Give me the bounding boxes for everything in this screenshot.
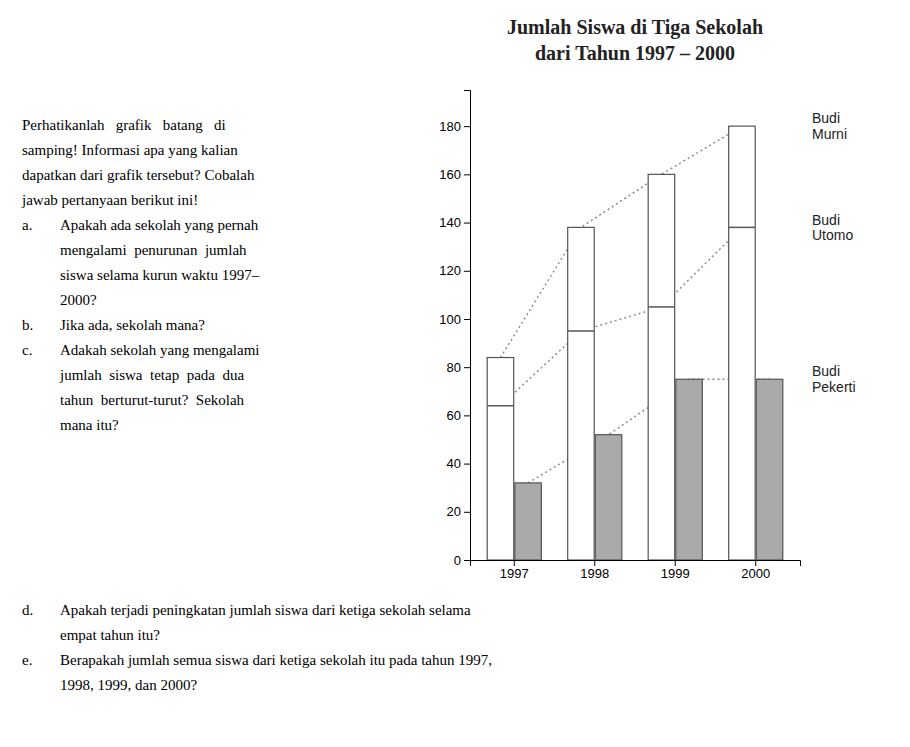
annotation: Apakah ada sekolah yang pernah bbox=[60, 217, 259, 233]
tick-label: 180 bbox=[439, 119, 461, 134]
bar-series bbox=[515, 379, 783, 560]
annotation: Berapakah jumlah semua siswa dari ketiga… bbox=[60, 652, 492, 668]
annotation: Adakah sekolah yang mengalami bbox=[60, 342, 260, 358]
bar bbox=[487, 358, 514, 560]
series-label: BudiUtomo bbox=[812, 212, 853, 243]
tick-label: 160 bbox=[439, 167, 461, 182]
level-series bbox=[487, 227, 755, 405]
annotation: 1998, 1999, dan 2000? bbox=[60, 677, 197, 693]
tick-label: 140 bbox=[439, 215, 461, 230]
tick-mark bbox=[464, 560, 470, 561]
chart: Jumlah Siswa di Tiga Sekolah dari Tahun 1… bbox=[0, 0, 910, 747]
tick: 100 bbox=[439, 312, 470, 327]
tick-label: 20 bbox=[447, 504, 461, 519]
tick-label: 1997 bbox=[500, 566, 529, 581]
tick-label: 120 bbox=[439, 263, 461, 278]
tick: 180 bbox=[439, 119, 470, 134]
x-axis: 1997 1998 1999 2000 bbox=[471, 560, 801, 581]
tick-mark bbox=[464, 464, 470, 465]
annotation: mengalami penurunan jumlah bbox=[60, 242, 247, 258]
tick-mark bbox=[464, 319, 470, 320]
annotation: Jika ada, sekolah mana? bbox=[60, 317, 205, 333]
annotation: siswa selama kurun waktu 1997– bbox=[60, 267, 260, 283]
axis-line bbox=[464, 91, 471, 561]
tick: 80 bbox=[447, 360, 470, 375]
annotation: mana itu? bbox=[60, 417, 119, 433]
annotation: tahun berturut-turut? Sekolah bbox=[60, 392, 245, 408]
tick: 160 bbox=[439, 167, 470, 182]
tick-mark bbox=[464, 174, 470, 175]
annotation-label: d. bbox=[22, 602, 33, 618]
annotation-label: a. bbox=[22, 217, 32, 233]
tick: 20 bbox=[447, 504, 470, 519]
bar bbox=[595, 435, 622, 560]
bar bbox=[756, 379, 783, 560]
tick-mark bbox=[675, 560, 676, 566]
marks bbox=[487, 126, 783, 560]
level-line bbox=[729, 227, 756, 229]
tick-mark bbox=[464, 367, 470, 368]
tick-mark bbox=[594, 560, 595, 566]
tick: 60 bbox=[447, 408, 470, 423]
annotation: Apakah terjadi peningkatan jumlah siswa … bbox=[60, 602, 471, 618]
bar bbox=[648, 174, 675, 560]
annotation: jawab pertanyaan berikut ini! bbox=[21, 192, 198, 208]
annotation: empat tahun itu? bbox=[60, 627, 160, 643]
tick-label: 60 bbox=[447, 408, 461, 423]
bar bbox=[676, 379, 703, 560]
title: Jumlah Siswa di Tiga Sekolah bbox=[507, 16, 763, 39]
tick-mark bbox=[464, 512, 470, 513]
series-label: BudiPekerti bbox=[812, 363, 856, 394]
bar-series bbox=[487, 126, 755, 560]
annotation: 2000? bbox=[60, 292, 97, 308]
y-axis: 0 20 40 60 80 100 120 140 160 180 bbox=[439, 91, 470, 568]
bar bbox=[568, 227, 595, 560]
tick: 0 bbox=[454, 553, 470, 568]
tick: 2000 bbox=[741, 560, 770, 581]
tick-mark bbox=[464, 415, 470, 416]
annotation: jumlah siswa tetap pada dua bbox=[59, 367, 244, 383]
annotation: dapatkan dari grafik tersebut? Cobalah bbox=[22, 167, 255, 183]
level-line bbox=[568, 330, 595, 332]
tick: 1999 bbox=[661, 560, 690, 581]
tick: 40 bbox=[447, 456, 470, 471]
tick: 1997 bbox=[500, 560, 529, 581]
tick: 140 bbox=[439, 215, 470, 230]
annotation: Perhatikanlah grafik batang di bbox=[22, 117, 226, 133]
connector bbox=[500, 126, 741, 357]
bar bbox=[515, 483, 542, 560]
tick-mark bbox=[464, 271, 470, 272]
annotation-label: b. bbox=[22, 317, 33, 333]
tick-label: 80 bbox=[447, 360, 461, 375]
bar bbox=[729, 126, 756, 560]
level-line bbox=[487, 405, 514, 407]
annotation-label: c. bbox=[22, 342, 32, 358]
tick-label: 2000 bbox=[741, 566, 770, 581]
tick-mark bbox=[755, 560, 756, 566]
series-label: BudiMurni bbox=[812, 110, 847, 141]
tick-label: 1998 bbox=[580, 566, 609, 581]
axis-line bbox=[471, 561, 801, 567]
annotation-label: e. bbox=[22, 652, 32, 668]
tick-label: 0 bbox=[454, 553, 461, 568]
subtitle: dari Tahun 1997 – 2000 bbox=[535, 42, 735, 64]
tick-label: 1999 bbox=[661, 566, 690, 581]
tick-mark bbox=[464, 223, 470, 224]
tick-mark bbox=[514, 560, 515, 566]
tick-label: 100 bbox=[439, 312, 461, 327]
connector bbox=[500, 227, 741, 405]
tick-label: 40 bbox=[447, 456, 461, 471]
tick-mark bbox=[464, 126, 470, 127]
tick: 120 bbox=[439, 263, 470, 278]
annotation: samping! Informasi apa yang kalian bbox=[22, 142, 238, 158]
annotations: Perhatikanlah grafik batang di samping! I… bbox=[21, 117, 492, 693]
series-labels: BudiMurni BudiUtomo BudiPekerti bbox=[812, 110, 856, 394]
level-line bbox=[648, 306, 675, 308]
tick: 1998 bbox=[580, 560, 609, 581]
